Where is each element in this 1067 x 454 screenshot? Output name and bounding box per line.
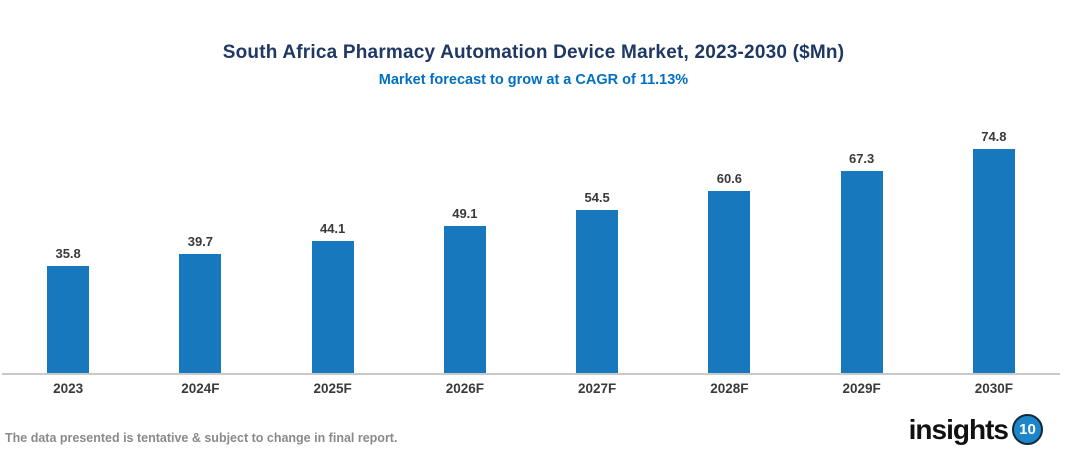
bar-group-2027f: 54.5 xyxy=(531,189,663,373)
bar-group-2030f: 74.8 xyxy=(928,129,1060,373)
bar-value-label: 67.3 xyxy=(848,151,875,167)
logo-wordmark: insights xyxy=(908,413,1009,445)
bar-value-label: 54.5 xyxy=(584,189,610,205)
bar-2023 xyxy=(47,265,90,373)
x-axis-label-2030f: 2030F xyxy=(974,381,1014,396)
chart-title: South Africa Pharmacy Automation Device … xyxy=(222,42,845,63)
bar-2030f xyxy=(972,148,1015,373)
bar-group-2024f: 39.7 xyxy=(134,234,266,373)
bar-2027f xyxy=(576,209,619,373)
x-axis-label-2025f: 2025F xyxy=(313,381,352,396)
bar-group-2029f: 67.3 xyxy=(796,151,928,373)
bar-value-label: 49.1 xyxy=(452,205,478,221)
x-axis-labels: 2023 2024F 2025F 2026F 2027F 2028F 2029F 2030F xyxy=(2,381,1060,396)
plot-area: 35.8 39.7 44.1 49.1 54.5 60.6 67.3 74.8 xyxy=(2,118,1060,375)
x-axis-label-2023: 2023 xyxy=(53,381,84,396)
bar-group-2028f: 60.6 xyxy=(663,171,795,373)
bar-2029f xyxy=(840,171,883,373)
bar-2024f xyxy=(179,253,222,373)
bar-value-label: 35.8 xyxy=(55,245,81,261)
bar-value-label: 44.1 xyxy=(319,220,346,236)
x-axis-label-2026f: 2026F xyxy=(445,381,485,396)
x-axis-label-2027f: 2027F xyxy=(577,381,617,396)
bar-group-2023: 35.8 xyxy=(2,246,134,373)
bar-value-label: 74.8 xyxy=(981,128,1007,144)
insights10-logo: insights 10 xyxy=(909,414,1043,445)
x-axis-label-2024f: 2024F xyxy=(181,381,220,396)
bar-group-2025f: 44.1 xyxy=(267,221,399,373)
bar-2028f xyxy=(708,191,751,373)
logo-badge-icon: 10 xyxy=(1012,414,1043,445)
chart-subtitle: Market forecast to grow at a CAGR of 11.… xyxy=(378,72,689,88)
bar-value-label: 60.6 xyxy=(716,171,743,187)
x-axis-label-2029f: 2029F xyxy=(842,381,881,396)
bar-group-2026f: 49.1 xyxy=(399,206,531,373)
bar-2026f xyxy=(443,225,486,373)
bar-value-label: 39.7 xyxy=(187,233,214,249)
x-axis-label-2028f: 2028F xyxy=(710,381,749,396)
disclaimer-text: The data presented is tentative & subjec… xyxy=(5,431,398,445)
bar-2025f xyxy=(311,240,354,373)
